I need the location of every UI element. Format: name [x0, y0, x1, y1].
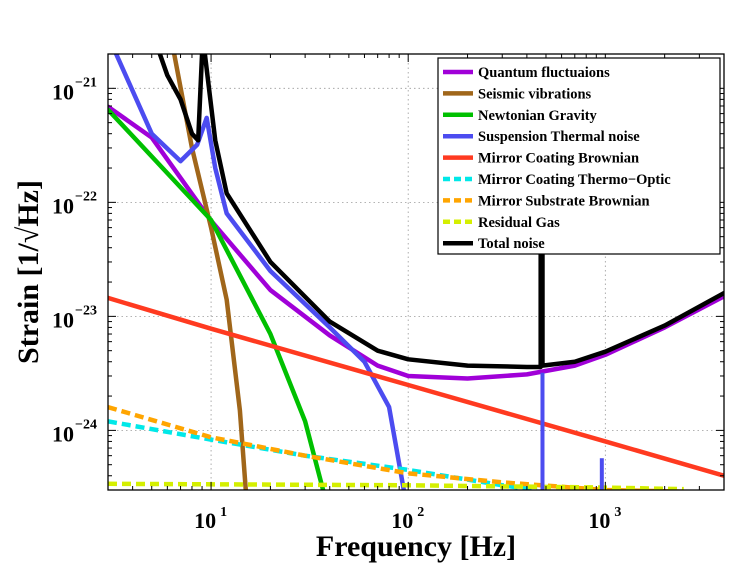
legend-label-total-noise: Total noise — [478, 236, 545, 252]
legend-label-suspension-thermal-noise: Suspension Thermal noise — [478, 129, 640, 145]
series-line-mirror-coating-brownian — [108, 295, 724, 478]
y-tick-label-exponent: −24 — [75, 417, 97, 432]
x-tick-label: 10 — [588, 508, 610, 533]
y-tick-label: 10 — [52, 421, 74, 446]
legend-box — [437, 57, 721, 255]
series-line-residual-gas — [108, 481, 684, 490]
series-layer — [108, 54, 724, 490]
series-line-total-noise — [157, 54, 724, 370]
x-axis-title: Frequency [Hz] — [316, 530, 516, 563]
legend-label-quantum-fluctuaions: Quantum fluctuaions — [478, 65, 610, 81]
legend-label-mirror-coating-brownian: Mirror Coating Brownian — [478, 151, 639, 167]
x-tick-label: 10 — [391, 508, 413, 533]
series-line-newtonian-gravity — [108, 107, 326, 490]
legend-label-mirror-coating-thermo-optic: Mirror Coating Thermo−Optic — [478, 172, 671, 188]
x-tick-label: 10 — [194, 508, 216, 533]
legend-label-residual-gas: Residual Gas — [478, 215, 560, 231]
series-line-seismic-vibrations — [171, 54, 249, 490]
legend: Quantum fluctuaions Seismic vibrations New… — [437, 57, 721, 255]
plot-frame — [107, 53, 725, 491]
legend-label-seismic-vibrations: Seismic vibrations — [478, 86, 592, 102]
y-tick-label: 10 — [52, 307, 74, 332]
x-tick-label-exponent: 1 — [220, 505, 227, 520]
legend-label-newtonian-gravity: Newtonian Gravity — [478, 108, 598, 124]
y-tick-label: 10 — [52, 79, 74, 104]
y-tick-label: 10 — [52, 193, 74, 218]
legend-label-mirror-substrate-brownian: Mirror Substrate Brownian — [478, 193, 650, 209]
y-tick-label-exponent: −21 — [75, 75, 97, 90]
series-line-suspension-thermal-noise — [113, 54, 407, 490]
y-tick-label-exponent: −22 — [75, 189, 97, 204]
y-tick-label-exponent: −23 — [75, 303, 97, 318]
x-tick-label-exponent: 3 — [614, 505, 621, 520]
x-tick-label-exponent: 2 — [417, 505, 424, 520]
y-axis-title: Strain [1/√Hz] — [12, 180, 45, 364]
